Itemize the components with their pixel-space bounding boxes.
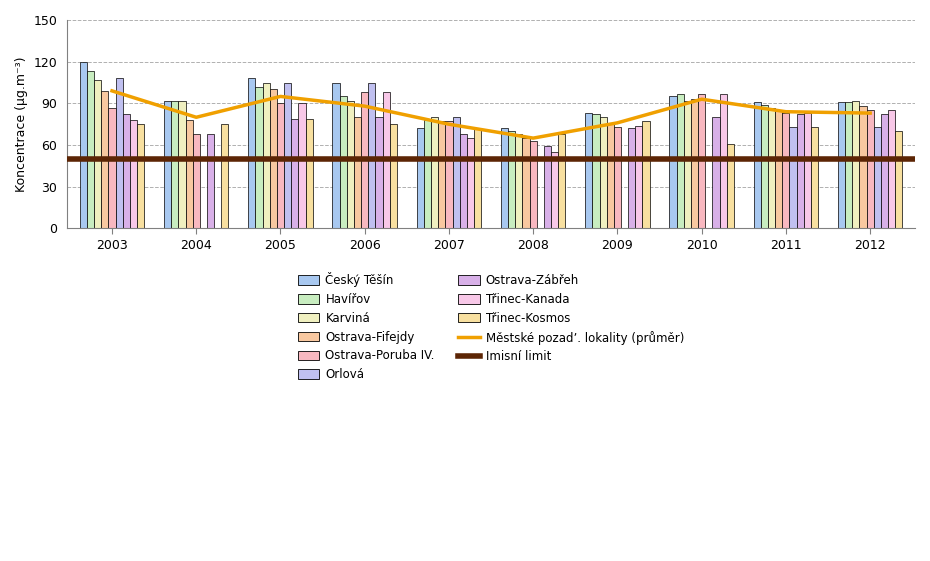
Bar xyxy=(845,102,852,228)
Bar xyxy=(382,92,390,228)
Bar xyxy=(123,114,130,228)
Bar xyxy=(873,127,881,228)
Bar xyxy=(80,62,86,228)
Bar xyxy=(361,92,368,228)
Bar xyxy=(390,124,397,228)
Bar xyxy=(867,111,873,228)
Bar xyxy=(376,117,382,228)
Bar xyxy=(277,103,284,228)
Bar xyxy=(529,141,537,228)
Bar xyxy=(790,127,797,228)
Bar xyxy=(896,131,902,228)
Bar xyxy=(712,117,720,228)
Bar xyxy=(614,127,621,228)
Bar xyxy=(221,124,229,228)
Bar xyxy=(628,128,635,228)
Bar xyxy=(888,111,896,228)
Bar xyxy=(551,152,558,228)
Bar xyxy=(185,120,193,228)
Bar xyxy=(508,131,515,228)
Bar xyxy=(761,105,768,228)
Bar xyxy=(859,106,867,228)
Bar xyxy=(109,108,115,228)
Bar xyxy=(691,99,698,228)
Bar xyxy=(804,113,811,228)
Bar xyxy=(600,117,606,228)
Bar xyxy=(467,138,474,228)
Bar xyxy=(585,113,592,228)
Bar xyxy=(207,134,214,228)
Bar xyxy=(256,87,262,228)
Bar xyxy=(299,103,306,228)
Bar xyxy=(130,120,137,228)
Bar xyxy=(115,79,123,228)
Bar xyxy=(101,91,109,228)
Bar xyxy=(635,126,643,228)
Bar xyxy=(347,100,354,228)
Bar xyxy=(306,119,312,228)
Bar xyxy=(797,114,804,228)
Bar xyxy=(333,82,339,228)
Bar xyxy=(171,100,179,228)
Bar xyxy=(262,82,270,228)
Bar xyxy=(86,71,94,228)
Bar xyxy=(753,102,761,228)
Bar xyxy=(368,82,376,228)
Bar xyxy=(544,146,551,228)
Bar xyxy=(811,127,818,228)
Bar xyxy=(291,119,299,228)
Bar xyxy=(474,128,481,228)
Bar xyxy=(94,80,101,228)
Bar xyxy=(438,121,445,228)
Bar xyxy=(523,138,529,228)
Bar xyxy=(515,134,523,228)
Bar xyxy=(417,128,424,228)
Bar xyxy=(501,128,508,228)
Bar xyxy=(284,82,291,228)
Bar xyxy=(776,111,782,228)
Bar xyxy=(768,108,776,228)
Bar xyxy=(339,96,347,228)
Bar xyxy=(592,114,600,228)
Bar xyxy=(432,117,438,228)
Bar xyxy=(164,100,171,228)
Bar xyxy=(643,121,650,228)
Bar xyxy=(782,113,790,228)
Bar xyxy=(684,100,691,228)
Bar xyxy=(248,79,256,228)
Bar xyxy=(453,117,459,228)
Bar xyxy=(606,124,614,228)
Bar xyxy=(445,121,453,228)
Bar xyxy=(852,100,859,228)
Bar xyxy=(137,124,144,228)
Legend: Český Těšín, Havířov, Karviná, Ostrava-Fifejdy, Ostrava-Poruba IV., Orlová, Ostr: Český Těšín, Havířov, Karviná, Ostrava-F… xyxy=(299,272,684,383)
Bar xyxy=(698,94,705,228)
Bar xyxy=(677,94,684,228)
Bar xyxy=(424,120,432,228)
Bar xyxy=(193,134,200,228)
Bar xyxy=(838,102,845,228)
Bar xyxy=(670,96,677,228)
Bar xyxy=(881,114,888,228)
Bar xyxy=(354,117,361,228)
Bar xyxy=(726,144,734,228)
Bar xyxy=(459,134,467,228)
Bar xyxy=(270,90,277,228)
Y-axis label: Koncentrace (µg.m⁻³): Koncentrace (µg.m⁻³) xyxy=(15,57,28,192)
Bar xyxy=(558,134,565,228)
Bar xyxy=(720,94,726,228)
Bar xyxy=(179,100,185,228)
